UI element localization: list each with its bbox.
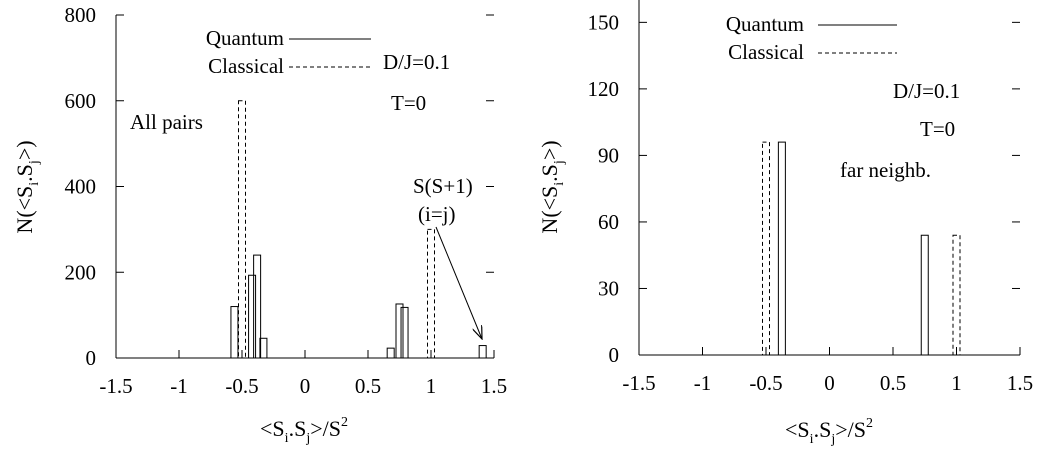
bar-quantum — [400, 306, 409, 359]
x-tick-label: -1.5 — [622, 371, 655, 395]
y-tick-label: 400 — [65, 175, 97, 199]
annotation-arrow — [435, 226, 482, 339]
x-tick-label: 1 — [426, 374, 437, 398]
bar-quantum — [920, 234, 929, 356]
y-tick-label: 0 — [609, 343, 620, 367]
x-tick-label: 0.5 — [355, 374, 381, 398]
bar-quantum — [230, 306, 239, 359]
plot-area-right: 0 30 60 90 120 150 -1.5 -1 -0.5 0 0.5 1 1.5 — [588, 0, 1033, 395]
bar-quantum — [253, 254, 262, 359]
x-tick-label: -1.5 — [99, 374, 132, 398]
x-axis-title-left: <Si.Sj>/S2 — [260, 415, 348, 446]
y-tick-label: 600 — [65, 89, 97, 113]
y-axis-title-text: N(<Si.Sj>) — [12, 140, 42, 233]
legend-label-quantum: Quantum — [726, 12, 804, 36]
legend-label-quantum: Quantum — [206, 26, 284, 50]
bar-classical — [762, 141, 770, 356]
y-tick-label: 90 — [598, 143, 619, 167]
x-tick-label: 1.5 — [1007, 371, 1033, 395]
bar-classical — [238, 100, 246, 359]
y-tick-label: 800 — [65, 3, 97, 27]
bar-classical — [952, 234, 961, 356]
annotation-temperature: T=0 — [920, 117, 955, 141]
x-tick-label: 0 — [300, 374, 311, 398]
annotation-dj: D/J=0.1 — [383, 50, 450, 74]
bar-quantum — [248, 274, 257, 359]
legend-label-classical: Classical — [728, 40, 804, 64]
y-tick-label: 150 — [588, 10, 620, 34]
y-tick-label: 200 — [65, 260, 97, 284]
x-axis-title-right: <Si.Sj>/S2 — [785, 416, 873, 447]
bar-quantum — [395, 303, 404, 359]
annotation-all-pairs: All pairs — [130, 110, 203, 134]
bar-quantum — [386, 347, 395, 359]
legend-right: Quantum Classical — [726, 12, 897, 64]
y-tick-label: 60 — [598, 210, 619, 234]
x-tick-label: 1 — [951, 371, 962, 395]
y-axis-title-left: N(<Si.Sj>) — [12, 140, 42, 233]
annotation-far-neighb: far neighb. — [840, 158, 931, 182]
chart-right: N(<Si.Sj>) 0 30 60 90 120 150 -1.5 -1 -0.5 0 0.5 1… — [537, 0, 1033, 447]
annotation-temperature: T=0 — [391, 91, 426, 115]
annotation-i-eq-j: (i=j) — [418, 202, 456, 226]
x-tick-label: -1 — [170, 374, 188, 398]
legend-left: Quantum Classical — [206, 26, 371, 78]
annotation-ss1: S(S+1) — [413, 174, 473, 198]
x-tick-label: 1.5 — [481, 374, 507, 398]
x-tick-label: 0 — [824, 371, 835, 395]
bar-classical — [427, 228, 435, 359]
legend-label-classical: Classical — [208, 54, 284, 78]
bar-quantum — [259, 337, 268, 359]
y-tick-label: 120 — [588, 77, 620, 101]
bar-quantum — [478, 345, 487, 359]
x-tick-label: -0.5 — [225, 374, 258, 398]
x-tick-label: -0.5 — [749, 371, 782, 395]
y-tick-label: 0 — [86, 346, 97, 370]
y-tick-label: 30 — [598, 276, 619, 300]
plot-area-left: 0 200 400 600 800 -1.5 -1 -0.5 0 0.5 1 1.5 — [65, 3, 508, 398]
annotation-dj: D/J=0.1 — [893, 79, 960, 103]
y-axis-title-text: N(<Si.Sj>) — [537, 140, 567, 233]
x-tick-label: 0.5 — [880, 371, 906, 395]
chart-left: N(<Si.Sj>) 0 200 400 600 800 -1.5 -1 -0.5 0 0.5 1… — [12, 3, 507, 446]
bar-quantum — [777, 141, 786, 356]
x-tick-label: -1 — [694, 371, 712, 395]
y-axis-title-right: N(<Si.Sj>) — [537, 140, 567, 233]
